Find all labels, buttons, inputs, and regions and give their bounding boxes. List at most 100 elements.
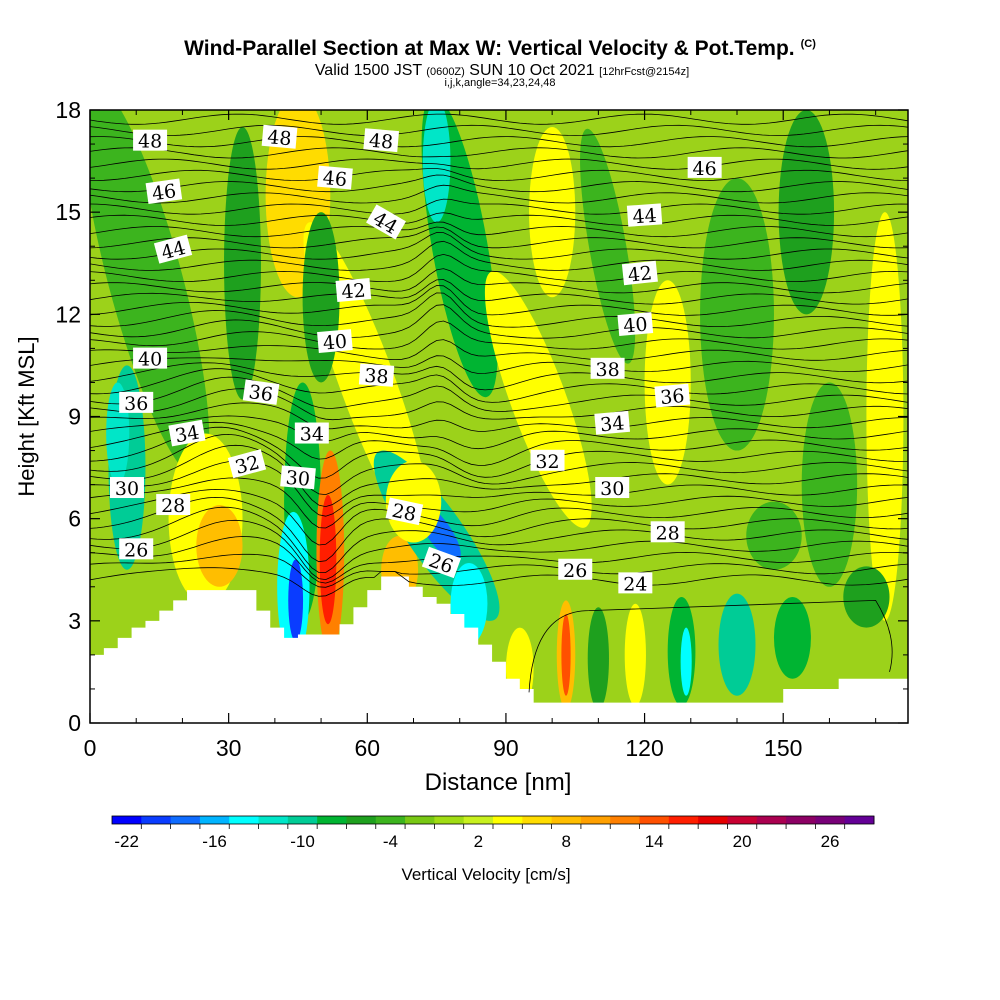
x-tick-label: 60 [354, 735, 380, 761]
contour-label-text: 46 [151, 180, 178, 205]
contour-label: 48 [261, 124, 298, 150]
isentrope [90, 320, 908, 350]
contour-label: 28 [156, 494, 191, 517]
downdraft-band [580, 128, 636, 364]
downdraft-core [288, 559, 304, 642]
contour-label: 38 [590, 357, 625, 381]
terrain-fill [90, 576, 908, 723]
contour-label: 36 [654, 383, 691, 409]
isentrope [90, 174, 908, 193]
title-mark: (C) [800, 38, 816, 50]
contour-label-text: 36 [659, 385, 685, 409]
y-tick-label: 15 [55, 199, 81, 225]
contour-label: 32 [530, 449, 565, 473]
contour-label-text: 42 [341, 279, 367, 303]
contour-label-text: 40 [138, 349, 162, 371]
contour-label-text: 34 [173, 422, 201, 448]
updraft-core [319, 494, 337, 625]
downdraft-band [718, 593, 756, 696]
isentrope [90, 488, 908, 546]
y-axis-label: Height [Kft MSL] [14, 336, 39, 496]
x-tick-label: 0 [84, 735, 97, 761]
colorbar-label: Vertical Velocity [cm/s] [401, 865, 570, 884]
isentrope [90, 292, 908, 328]
colorbar-swatch [639, 816, 670, 824]
x-tick-label: 90 [493, 735, 519, 761]
contour-label: 34 [594, 410, 631, 436]
isentrope [90, 240, 908, 271]
isentrope [90, 402, 908, 432]
colorbar-tick-label: 26 [821, 832, 840, 851]
isentrope [90, 426, 908, 479]
colorbar-swatch [141, 816, 172, 824]
y-tick-label: 9 [68, 404, 81, 430]
contour-label-text: 28 [390, 500, 418, 527]
colorbar-swatch [580, 816, 611, 824]
colorbar-swatch [199, 816, 230, 824]
colorbar-swatch [463, 816, 494, 824]
contour-label-text: 42 [627, 262, 653, 286]
isentrope [90, 460, 908, 517]
subtitle-date: SUN 10 Oct 2021 [469, 62, 595, 79]
colorbar-swatch [844, 816, 875, 824]
downdraft-band [90, 110, 210, 478]
colorbar-swatch [317, 816, 347, 824]
isentrope [90, 506, 908, 573]
contour-label: 26 [558, 558, 593, 582]
downdraft-band [778, 110, 835, 315]
updraft-band [484, 271, 592, 528]
isentrope [90, 268, 908, 294]
contour-label: 44 [626, 203, 663, 228]
y-tick-label: 0 [68, 710, 81, 736]
y-tick-label: 18 [55, 97, 81, 123]
contour-label: 42 [335, 278, 372, 304]
isentrope [90, 232, 908, 260]
updraft-core [196, 505, 243, 587]
contour-label-text: 38 [596, 359, 620, 381]
isentrope [90, 368, 908, 403]
contour-label-text: 32 [535, 451, 559, 473]
contour-label: 26 [119, 538, 154, 561]
colorbar-swatch [112, 816, 142, 824]
contour-label: 46 [687, 156, 722, 180]
updraft-core [561, 614, 571, 696]
chart-title: Wind-Parallel Section at Max W: Vertical… [184, 37, 816, 60]
colorbar-swatch [229, 816, 260, 824]
colorbar-swatch [522, 816, 553, 824]
downdraft-band [302, 212, 340, 383]
colorbar-swatch [610, 816, 641, 824]
colorbar-swatch [287, 816, 318, 824]
contour-label-text: 30 [285, 467, 311, 491]
contour-label: 46 [145, 178, 183, 205]
contour-label: 48 [133, 129, 168, 153]
contour-label-text: 28 [656, 522, 680, 544]
isentrope [90, 198, 908, 215]
contour-label-text: 46 [693, 158, 717, 180]
colorbar-tick-label: -4 [383, 832, 398, 851]
colorbar-tick-label: 2 [474, 832, 483, 851]
updraft-band [385, 460, 442, 543]
contour-label: 40 [617, 312, 654, 338]
contour-label: 30 [595, 477, 630, 500]
isentrope [90, 113, 908, 125]
isentrope [90, 376, 908, 412]
isentrope [90, 536, 908, 584]
colorbar-tick-label: -10 [290, 832, 315, 851]
isentrope [90, 421, 908, 466]
downdraft-core [680, 627, 692, 696]
updraft-band [529, 127, 576, 298]
contour-label: 38 [358, 363, 395, 388]
isentrope [90, 339, 908, 361]
colorbar: -22 -16 -10 -4 2 8 14 20 26 Vertical Velocity [cm… [111, 815, 875, 884]
isentrope [90, 415, 908, 450]
contour-label-text: 28 [161, 495, 185, 517]
isentrope [90, 279, 908, 305]
contour-label-text: 48 [368, 130, 394, 154]
subtitle-valid: Valid 1500 JST [314, 62, 422, 79]
downdraft-band [700, 178, 774, 451]
contour-label: 42 [621, 260, 658, 287]
colorbar-swatch [786, 816, 816, 824]
x-axis-label: Distance [nm] [425, 769, 572, 796]
isentrope [90, 136, 908, 148]
